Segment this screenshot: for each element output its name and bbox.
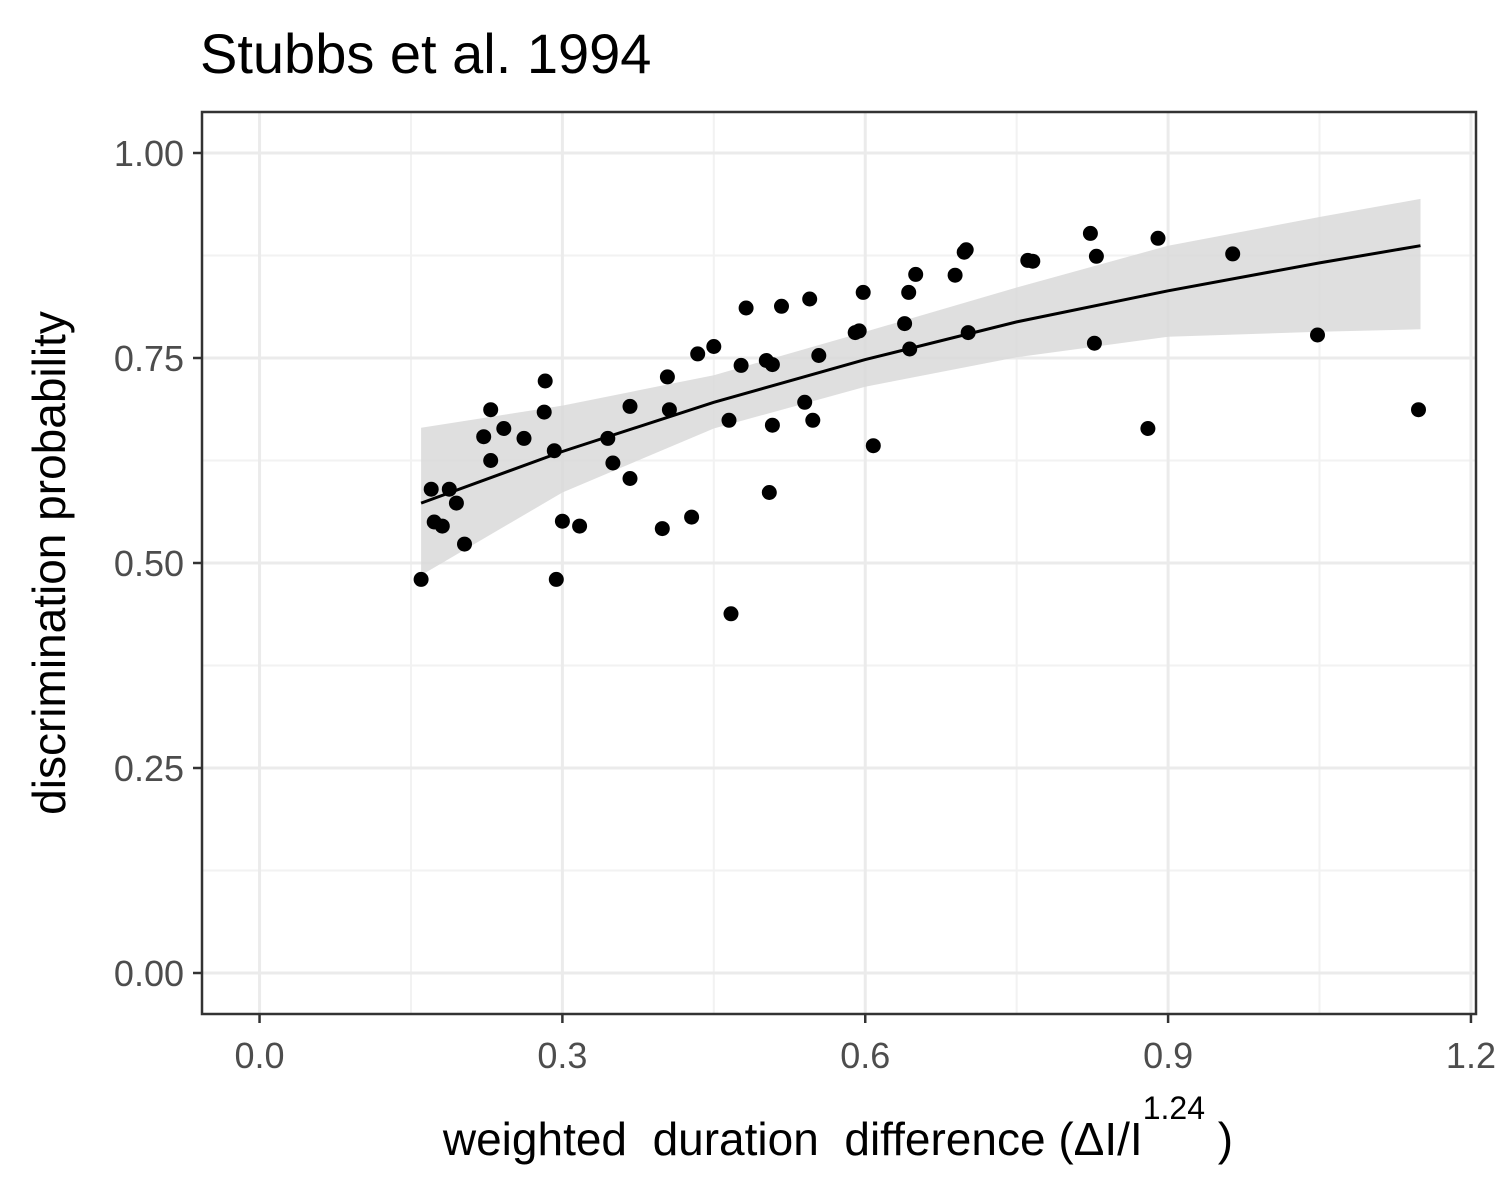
data-point	[811, 348, 827, 363]
data-point	[947, 267, 963, 283]
y-tick-label: 0.25	[114, 748, 184, 789]
confidence-band	[421, 198, 1421, 576]
x-tick-label: 1.2	[1446, 1035, 1496, 1076]
x-axis: 0.0 0.3 0.6 0.9 1.2	[235, 1014, 1496, 1076]
data-point	[537, 373, 553, 389]
data-point	[851, 323, 867, 339]
data-point	[1310, 327, 1325, 343]
data-point	[764, 357, 780, 373]
data-point	[901, 284, 917, 300]
data-point	[1411, 402, 1426, 418]
y-axis-title: discrimination probability	[23, 311, 75, 815]
x-axis-title-main: weighted duration difference (ΔI/I	[442, 1113, 1143, 1165]
data-point	[1140, 421, 1156, 436]
data-point	[516, 430, 532, 446]
data-point	[908, 266, 924, 282]
data-point	[764, 417, 780, 433]
fit-line	[420, 244, 1421, 505]
data-point	[622, 471, 638, 486]
data-point	[802, 291, 818, 307]
data-point	[496, 421, 512, 436]
x-axis-title: weighted duration difference (ΔI/I1.24 )	[442, 1090, 1233, 1165]
data-point	[441, 481, 457, 497]
x-tick-label: 0.6	[840, 1035, 890, 1076]
x-tick-label: 0.9	[1143, 1035, 1193, 1076]
data-point	[546, 443, 562, 459]
data-point	[958, 242, 974, 258]
data-point	[448, 495, 464, 511]
data-point	[434, 518, 450, 534]
y-tick-label: 0.00	[114, 953, 184, 994]
data-point	[960, 325, 976, 341]
data-point	[805, 412, 821, 428]
data-point	[654, 521, 670, 537]
data-point	[690, 346, 706, 362]
data-point	[536, 404, 552, 420]
data-point	[706, 339, 722, 354]
data-point	[733, 357, 749, 373]
data-point	[659, 369, 675, 385]
data-point	[483, 453, 499, 468]
data-point	[600, 430, 616, 446]
data-point	[572, 518, 588, 534]
data-point	[1088, 248, 1104, 264]
data-point	[423, 481, 439, 497]
data-point	[1086, 335, 1102, 351]
data-point	[1150, 230, 1166, 246]
y-tick-label: 1.00	[114, 133, 184, 174]
data-point	[622, 398, 638, 414]
data-point	[413, 571, 429, 587]
data-point	[548, 571, 564, 587]
x-axis-title-closing: )	[1205, 1113, 1233, 1165]
data-point	[855, 284, 871, 300]
y-tick-label: 0.75	[114, 338, 184, 379]
chart-title: Stubbs et al. 1994	[200, 22, 651, 85]
data-point	[902, 341, 918, 357]
x-axis-title-superscript: 1.24	[1143, 1090, 1205, 1126]
data-point	[897, 316, 913, 332]
data-point	[457, 536, 472, 552]
y-tick-label: 0.50	[114, 543, 184, 584]
fit-curve	[420, 244, 1421, 505]
data-point	[476, 429, 492, 445]
data-point	[797, 394, 813, 410]
data-point	[684, 509, 700, 525]
data-point	[554, 513, 570, 529]
y-axis: 0.00 0.25 0.50 0.75 1.00	[114, 133, 202, 994]
x-tick-label: 0.0	[235, 1035, 285, 1076]
data-points	[413, 225, 1426, 622]
data-point	[761, 485, 777, 500]
data-point	[721, 412, 737, 428]
data-point	[605, 455, 621, 471]
data-point	[774, 298, 789, 314]
data-point	[738, 300, 754, 316]
confidence-ribbon	[421, 198, 1421, 576]
data-point	[1082, 225, 1098, 241]
data-point	[865, 438, 881, 454]
data-point	[1025, 253, 1041, 269]
data-point	[1225, 246, 1241, 262]
data-point	[723, 606, 739, 622]
x-tick-label: 0.3	[537, 1035, 587, 1076]
data-point	[661, 402, 677, 418]
data-point	[483, 402, 499, 418]
